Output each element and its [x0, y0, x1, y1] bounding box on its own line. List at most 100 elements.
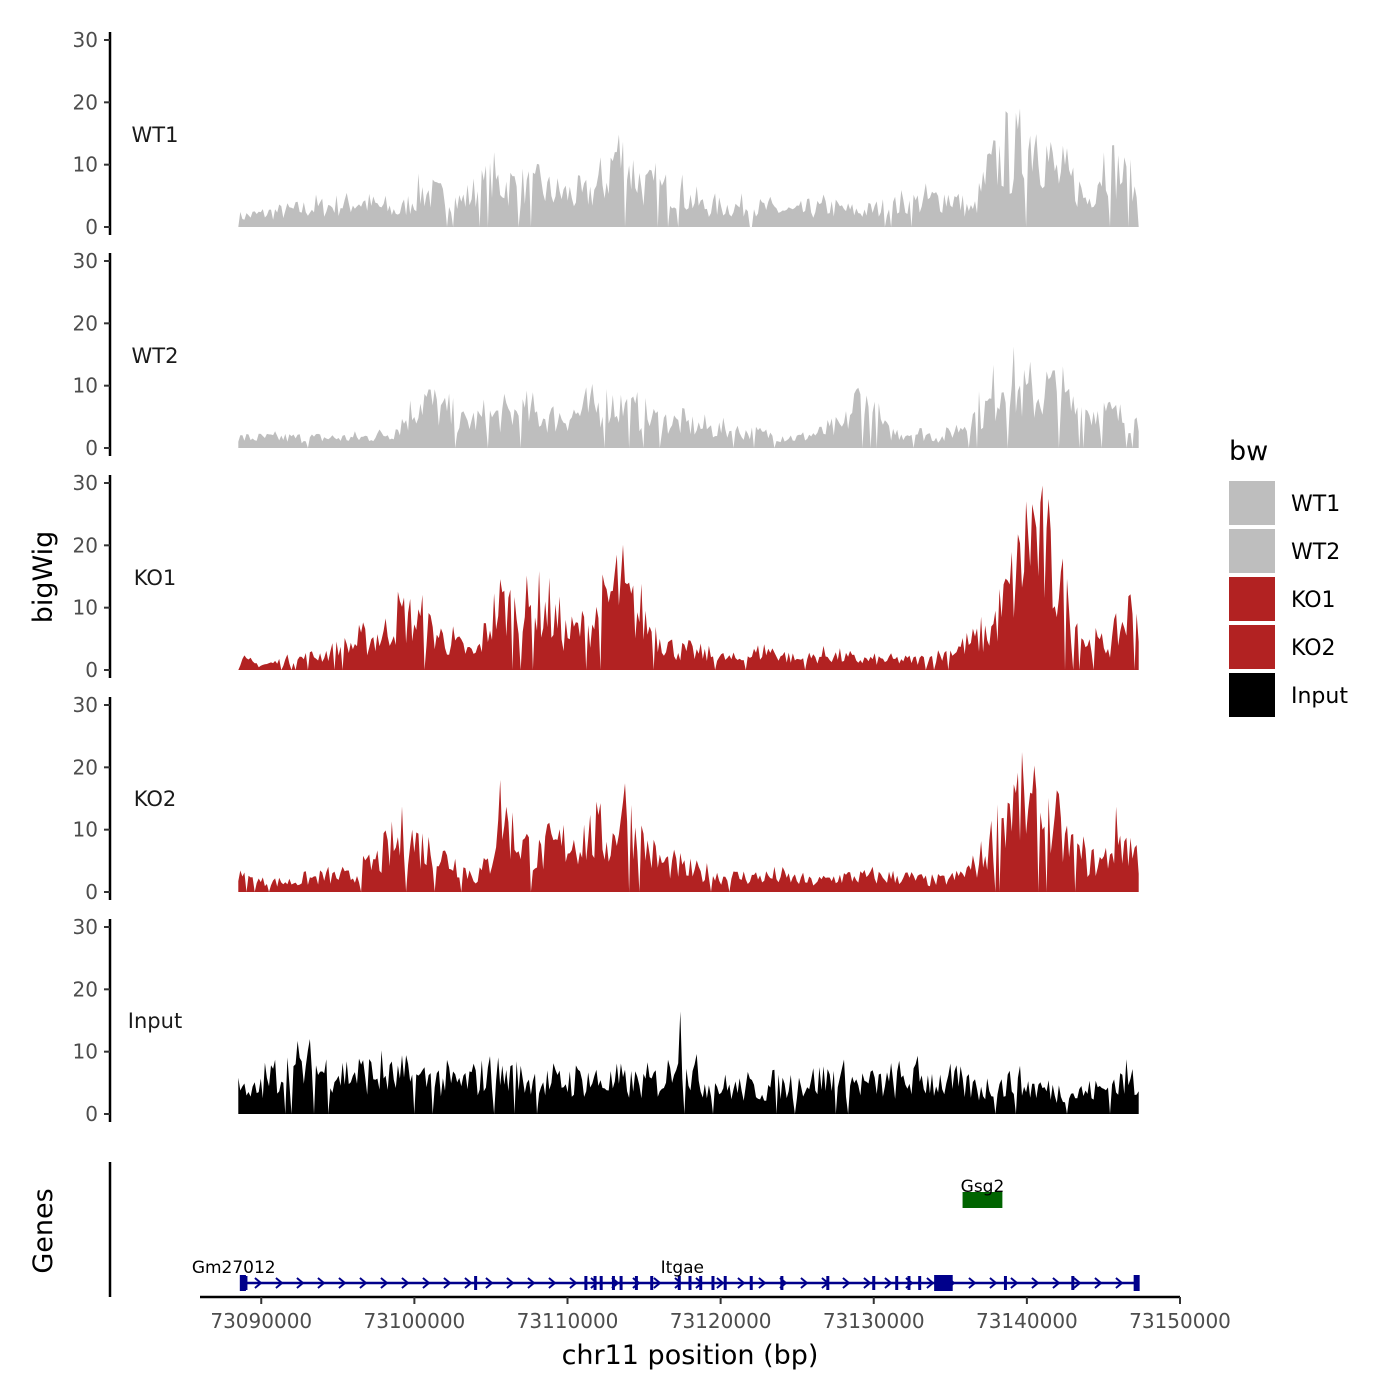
y-tick-label: 10 [73, 1040, 98, 1064]
track-label-input: Input [128, 1009, 182, 1033]
exon [895, 1276, 899, 1290]
y-tick-label: 0 [85, 658, 98, 682]
signal-tracks: 0 10 20 30 WT1 0 10 20 30 WT2 0 10 20 30 KO1 0 10 20 30 KO2… [73, 28, 1139, 1126]
exon [688, 1276, 692, 1290]
exon [723, 1276, 727, 1290]
strand-arrow [527, 1277, 536, 1289]
track-ko1: 0 10 20 30 KO1 [73, 471, 1139, 682]
legend-key-ko2 [1229, 625, 1275, 669]
track-label-ko2: KO2 [134, 787, 177, 811]
strand-arrow [380, 1277, 389, 1289]
x-axis: 73090000 73100000 73110000 73120000 73130000… [200, 1295, 1231, 1333]
y-tick-label: 0 [85, 436, 98, 460]
strand-arrow [758, 1277, 767, 1289]
gene-body [239, 1275, 246, 1291]
y-tick-label: 10 [73, 818, 98, 842]
y-tick-label: 20 [73, 311, 98, 335]
y-tick-label: 10 [73, 153, 98, 177]
x-tick-label: 73110000 [517, 1309, 619, 1333]
track-wt2: 0 10 20 30 WT2 [73, 249, 1139, 460]
exon [918, 1276, 922, 1290]
exon [907, 1276, 911, 1290]
track-wt1: 0 10 20 30 WT1 [73, 28, 1139, 239]
y-tick-label: 30 [73, 249, 98, 273]
x-tick-label: 73140000 [976, 1309, 1078, 1333]
legend-key-wt1 [1229, 481, 1275, 525]
x-tick-label: 73150000 [1129, 1309, 1231, 1333]
strand-arrow [863, 1277, 872, 1289]
exon [1133, 1275, 1140, 1291]
exon [474, 1276, 478, 1290]
y-tick-label: 20 [73, 977, 98, 1001]
strand-arrow [569, 1277, 578, 1289]
strand-arrow [653, 1277, 662, 1289]
legend-key-input [1229, 673, 1275, 717]
legend: bw WT1 WT2 KO1 KO2 Input [1229, 436, 1348, 717]
y-tick-label: 0 [85, 880, 98, 904]
strand-arrow [548, 1277, 557, 1289]
strand-arrow [254, 1277, 263, 1289]
area-ko1 [238, 485, 1139, 670]
gene-itgae: Itgae [244, 1258, 1140, 1291]
gene-body [962, 1192, 1003, 1208]
y-axis-title: bigWig [28, 531, 59, 624]
strand-arrow [1052, 1277, 1061, 1289]
exon [872, 1276, 876, 1290]
y-tick-label: 20 [73, 90, 98, 114]
strand-arrow [1010, 1277, 1019, 1289]
x-tick-label: 73120000 [670, 1309, 772, 1333]
x-tick-label: 73100000 [363, 1309, 465, 1333]
track-label-wt2: WT2 [132, 344, 179, 368]
exon [826, 1276, 830, 1290]
strand-arrow [968, 1277, 977, 1289]
track-label-ko1: KO1 [134, 566, 177, 590]
strand-arrow [1094, 1277, 1103, 1289]
x-tick-label: 73130000 [823, 1309, 925, 1333]
strand-arrow [989, 1277, 998, 1289]
exon [619, 1276, 623, 1290]
strand-arrow [800, 1277, 809, 1289]
gene-gm27012: Gm27012 [192, 1258, 276, 1291]
exon [699, 1276, 703, 1290]
gene-label: Itgae [661, 1258, 704, 1278]
y-tick-label: 30 [73, 915, 98, 939]
track-input: 0 10 20 30 Input [73, 915, 1139, 1126]
strand-arrow [359, 1277, 368, 1289]
strand-arrow [485, 1277, 494, 1289]
area-wt1 [238, 108, 1139, 227]
genes-track: Gm27012 Itgae Gsg2 [108, 1162, 1140, 1297]
strand-arrow [443, 1277, 452, 1289]
area-ko2 [238, 752, 1139, 892]
strand-arrow [317, 1277, 326, 1289]
exon [711, 1276, 715, 1290]
gene-label: Gsg2 [961, 1177, 1005, 1197]
legend-label-ko2: KO2 [1291, 636, 1336, 661]
y-tick-label: 20 [73, 533, 98, 557]
legend-label-wt1: WT1 [1291, 492, 1340, 517]
area-wt2 [238, 346, 1139, 448]
strand-arrow [338, 1277, 347, 1289]
gene-gsg2: Gsg2 [961, 1177, 1005, 1208]
exon [677, 1276, 681, 1290]
strand-arrow [716, 1277, 725, 1289]
exon [599, 1276, 603, 1290]
exon [1003, 1276, 1007, 1290]
y-tick-label: 0 [85, 215, 98, 239]
gene-label: Gm27012 [192, 1258, 276, 1278]
strand-arrow [884, 1277, 893, 1289]
exon [749, 1276, 753, 1290]
exon [244, 1276, 248, 1290]
legend-label-ko1: KO1 [1291, 588, 1336, 613]
y-tick-label: 30 [73, 693, 98, 717]
legend-label-wt2: WT2 [1291, 540, 1340, 565]
genes-axis-title: Genes [28, 1188, 59, 1273]
exon [593, 1276, 597, 1290]
strand-arrow [590, 1277, 599, 1289]
exon [780, 1276, 784, 1290]
strand-arrow [506, 1277, 515, 1289]
track-label-wt1: WT1 [132, 123, 179, 147]
y-tick-label: 30 [73, 471, 98, 495]
y-tick-label: 20 [73, 755, 98, 779]
exon [584, 1276, 588, 1290]
y-tick-label: 10 [73, 596, 98, 620]
